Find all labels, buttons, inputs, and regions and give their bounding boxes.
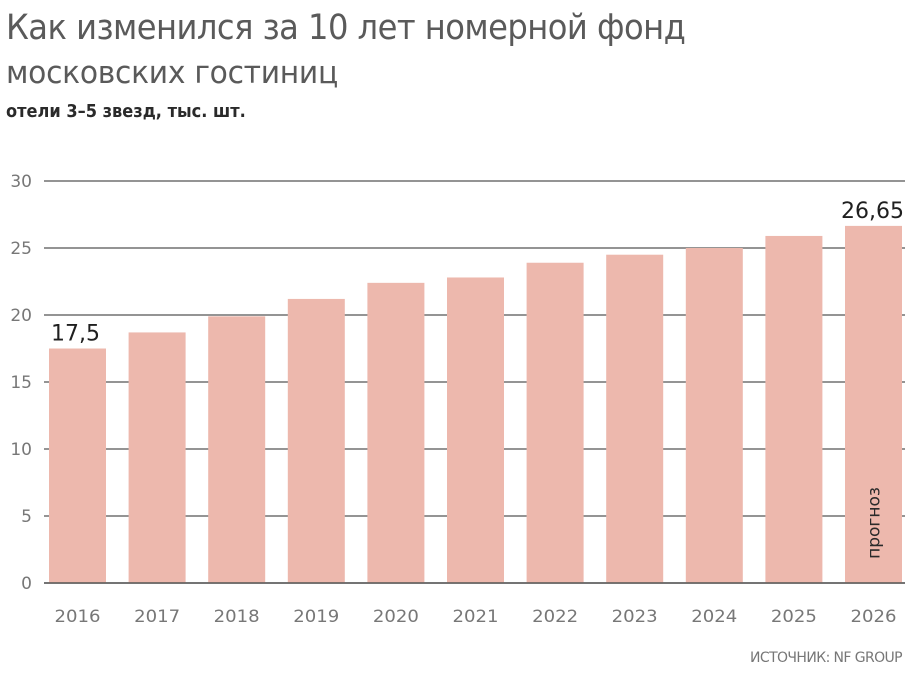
bar-2020 bbox=[367, 282, 425, 583]
bars bbox=[44, 225, 905, 584]
bar-2017 bbox=[128, 332, 186, 583]
x-tick-label: 2023 bbox=[612, 607, 658, 627]
chart-title-line-1: Как изменился за 10 лет номерной фонд bbox=[6, 8, 686, 48]
x-tick-label: 2021 bbox=[453, 607, 499, 627]
x-tick-label: 2020 bbox=[373, 607, 419, 627]
x-axis-ticks: 2016 2017 2018 2019 2020 2021 2022 2023 2024 2025… bbox=[55, 607, 897, 627]
bar-2024 bbox=[685, 248, 743, 583]
bar-2022 bbox=[526, 262, 584, 583]
value-label: 17,5 bbox=[51, 322, 100, 347]
x-tick-label: 2024 bbox=[691, 607, 737, 627]
x-tick-label: 2016 bbox=[55, 607, 101, 627]
y-tick-label: 0 bbox=[21, 574, 32, 594]
bar-2018 bbox=[208, 316, 266, 583]
bar-2026 bbox=[845, 225, 902, 583]
value-labels: 17,5 26,65 прогноз bbox=[51, 199, 904, 559]
chart-title-line-2: московских гостиниц bbox=[6, 55, 338, 91]
y-axis-ticks: 0 5 10 15 20 25 30 bbox=[10, 172, 32, 594]
bar-2025 bbox=[765, 235, 823, 583]
y-tick-label: 5 bbox=[21, 507, 32, 527]
y-tick-label: 25 bbox=[10, 239, 32, 259]
y-tick-label: 15 bbox=[10, 373, 32, 393]
x-tick-label: 2017 bbox=[134, 607, 180, 627]
y-tick-label: 30 bbox=[10, 172, 32, 192]
value-label: 26,65 bbox=[841, 199, 904, 224]
y-tick-label: 20 bbox=[10, 306, 32, 326]
x-tick-label: 2018 bbox=[214, 607, 260, 627]
bar-2016 bbox=[49, 348, 106, 583]
x-tick-label: 2019 bbox=[293, 607, 339, 627]
chart-subtitle: отели 3–5 звезд, тыс. шт. bbox=[6, 101, 246, 122]
bar-2021 bbox=[447, 277, 504, 583]
forecast-annotation: прогноз bbox=[865, 487, 885, 559]
y-tick-label: 10 bbox=[10, 440, 32, 460]
bar-2023 bbox=[606, 254, 664, 583]
source-note: ИСТОЧНИК: NF GROUP bbox=[750, 650, 903, 666]
x-tick-label: 2025 bbox=[771, 607, 817, 627]
x-tick-label: 2022 bbox=[532, 607, 578, 627]
x-tick-label: 2026 bbox=[851, 607, 897, 627]
bar-2019 bbox=[287, 298, 345, 583]
